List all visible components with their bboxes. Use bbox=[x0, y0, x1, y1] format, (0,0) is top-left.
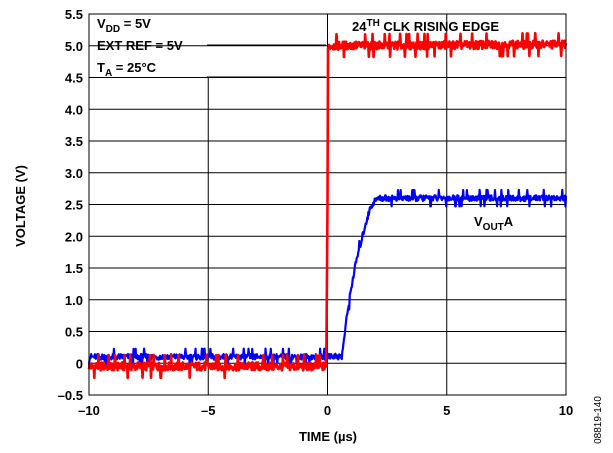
ext-ref-annotation: EXT REF = 5V bbox=[97, 38, 183, 53]
x-tick-label: –10 bbox=[78, 403, 100, 418]
y-axis-label: VOLTAGE (V) bbox=[13, 165, 28, 247]
x-axis-label: TIME (µs) bbox=[299, 429, 357, 444]
y-tick-label: 2.5 bbox=[65, 198, 83, 213]
y-tick-labels: –0.5 0 0.5 1.0 1.5 2.0 2.5 3.0 3.5 4.0 4.5 5.0 5.5 bbox=[58, 7, 83, 403]
vdd-annotation: VDD = 5V bbox=[97, 16, 151, 35]
x-tick-label: –5 bbox=[201, 403, 215, 418]
x-tick-label: 5 bbox=[443, 403, 450, 418]
series-line-clk-edge bbox=[87, 31, 568, 380]
vout-label: VOUTA bbox=[474, 214, 514, 233]
plot-border bbox=[88, 13, 567, 396]
y-tick-label: 0 bbox=[76, 356, 83, 371]
y-tick-label: 4.0 bbox=[65, 102, 83, 117]
y-tick-label: –0.5 bbox=[58, 388, 83, 403]
y-tick-label: 5.5 bbox=[65, 7, 83, 22]
x-tick-labels: –10 –5 0 5 10 bbox=[78, 403, 573, 418]
x-tick-label: 10 bbox=[559, 403, 573, 418]
series-group bbox=[87, 31, 568, 380]
y-tick-label: 3.0 bbox=[65, 166, 83, 181]
y-tick-label: 4.5 bbox=[65, 71, 83, 86]
y-tick-label: 2.0 bbox=[65, 229, 83, 244]
ta-annotation: TA = 25°C bbox=[97, 60, 157, 79]
clk-edge-label: 24TH CLK RISING EDGE bbox=[352, 18, 499, 34]
y-tick-label: 0.5 bbox=[65, 325, 83, 340]
y-tick-label: 1.0 bbox=[65, 293, 83, 308]
y-tick-label: 3.5 bbox=[65, 134, 83, 149]
x-tick-label: 0 bbox=[324, 403, 331, 418]
figure-id: 08819-140 bbox=[593, 396, 604, 444]
y-tick-label: 5.0 bbox=[65, 39, 83, 54]
y-tick-label: 1.5 bbox=[65, 261, 83, 276]
